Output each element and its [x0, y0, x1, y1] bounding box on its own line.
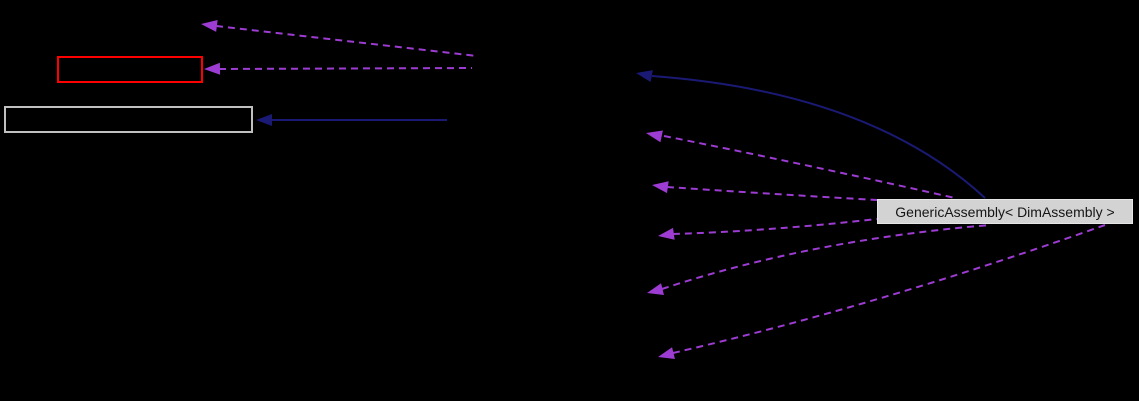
main-node-generic-assembly: GenericAssembly< DimAssembly >	[877, 199, 1133, 224]
arrowhead-usage-4-from-main	[647, 283, 664, 295]
edge-usage-5-from-main	[672, 224, 1106, 354]
edge-inherit-base-from-main	[651, 75, 986, 199]
edge-usage-3-from-main	[672, 218, 878, 235]
main-node-label: GenericAssembly< DimAssembly >	[895, 203, 1115, 220]
edge-usage-2-from-main	[666, 186, 878, 201]
edge-usage-1-from-main	[663, 135, 956, 199]
arrowhead-usage-1-from-main	[646, 130, 663, 143]
edge-usage-red-node	[218, 67, 473, 70]
edge-usage-top	[215, 25, 478, 57]
related-node-red-box[interactable]	[57, 56, 203, 83]
arrowhead-usage-top	[201, 19, 218, 32]
arrowhead-usage-5-from-main	[658, 347, 675, 359]
arrowhead-usage-3-from-main	[658, 227, 675, 240]
edge-usage-4-from-main	[661, 224, 991, 290]
arrowhead-inherit-gray-node	[256, 114, 272, 126]
arrowhead-inherit-base-from-main	[636, 70, 653, 82]
arrowhead-usage-2-from-main	[652, 181, 669, 194]
arrowhead-usage-red-node	[204, 62, 221, 75]
related-node-gray-box[interactable]	[4, 106, 253, 133]
